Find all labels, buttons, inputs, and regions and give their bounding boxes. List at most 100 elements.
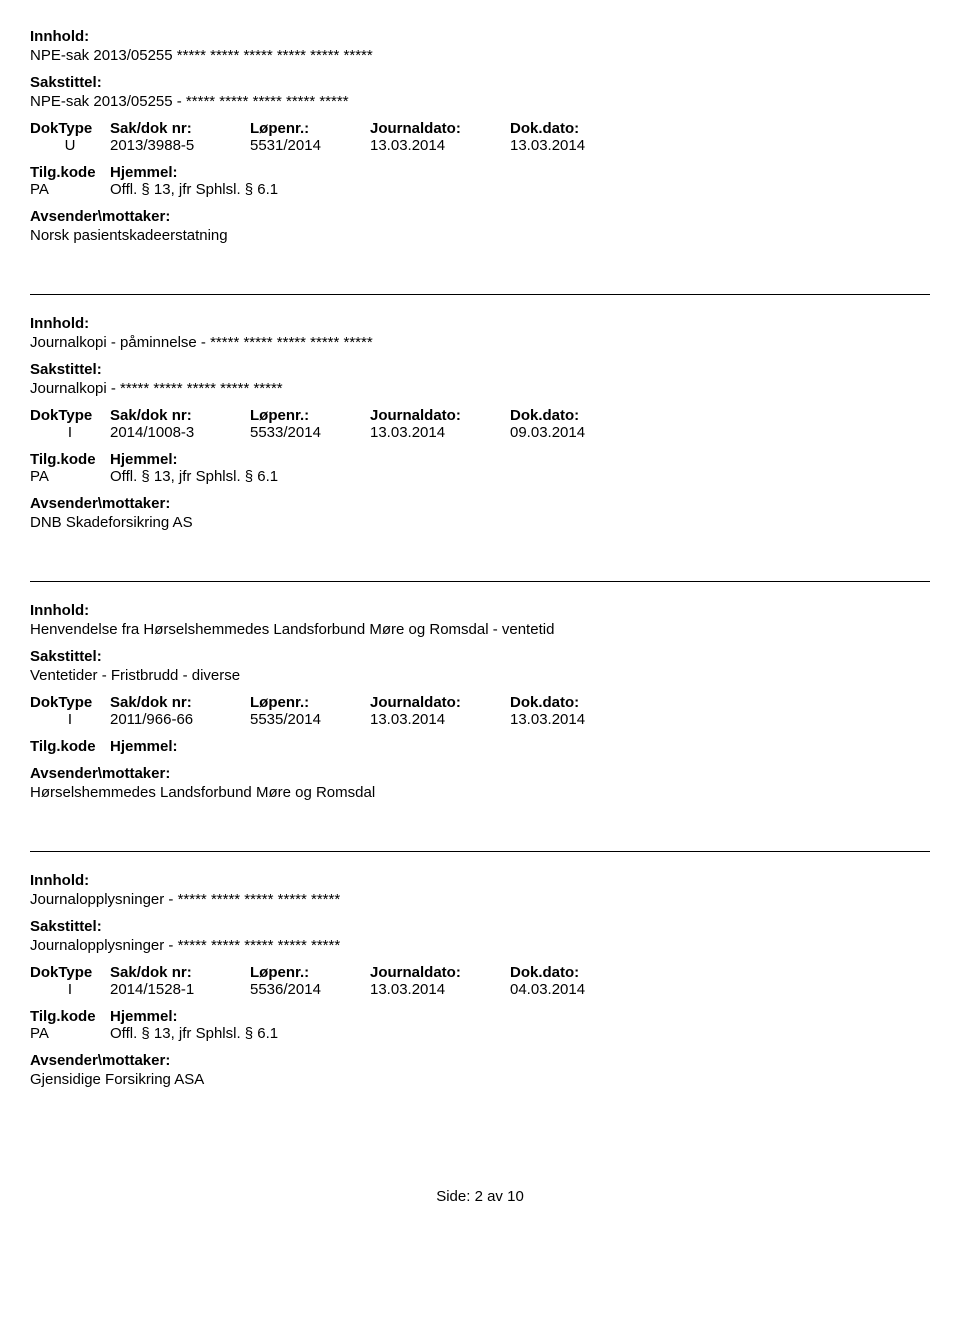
sakdoknr-value: 2014/1008-3 [110, 424, 250, 441]
tilgkode-value: PA [30, 468, 110, 485]
hjemmel-header-row: Tilg.kodeHjemmel: [30, 164, 930, 181]
sakstittel-label: Sakstittel: [30, 648, 930, 665]
innhold-value: Journalkopi - påminnelse - ***** ***** *… [30, 334, 930, 351]
sakdoknr-value: 2011/966-66 [110, 711, 250, 728]
lopenr-label: Løpenr.: [250, 407, 370, 424]
tilgkode-value: PA [30, 181, 110, 198]
avsender-value: Gjensidige Forsikring ASA [30, 1071, 930, 1088]
journal-record: Innhold: Henvendelse fra Hørselshemmedes … [30, 602, 930, 801]
dokdato-label: Dok.dato: [510, 407, 650, 424]
dokdato-label: Dok.dato: [510, 964, 650, 981]
meta-header-row: DokTypeSak/dok nr:Løpenr.:Journaldato:Do… [30, 120, 930, 137]
dokdato-value: 13.03.2014 [510, 711, 650, 728]
meta-header-row: DokTypeSak/dok nr:Løpenr.:Journaldato:Do… [30, 964, 930, 981]
dokdato-label: Dok.dato: [510, 120, 650, 137]
innhold-value: Henvendelse fra Hørselshemmedes Landsfor… [30, 621, 930, 638]
journaldato-label: Journaldato: [370, 964, 510, 981]
meta-value-row: U2013/3988-55531/201413.03.201413.03.201… [30, 137, 930, 154]
hjemmel-header-row: Tilg.kodeHjemmel: [30, 738, 930, 755]
doktype-label: DokType [30, 120, 110, 137]
avsender-label: Avsender\mottaker: [30, 765, 930, 782]
hjemmel-header-row: Tilg.kodeHjemmel: [30, 451, 930, 468]
dokdato-value: 09.03.2014 [510, 424, 650, 441]
doktype-value: I [30, 981, 110, 998]
journaldato-label: Journaldato: [370, 694, 510, 711]
sakdoknr-label: Sak/dok nr: [110, 407, 250, 424]
lopenr-label: Løpenr.: [250, 694, 370, 711]
tilgkode-label: Tilg.kode [30, 1008, 110, 1025]
innhold-label: Innhold: [30, 872, 930, 889]
hjemmel-label: Hjemmel: [110, 164, 930, 181]
tilgkode-value: PA [30, 1025, 110, 1042]
innhold-value: Journalopplysninger - ***** ***** ***** … [30, 891, 930, 908]
tilgkode-label: Tilg.kode [30, 738, 110, 755]
avsender-value: Norsk pasientskadeerstatning [30, 227, 930, 244]
journaldato-value: 13.03.2014 [370, 137, 510, 154]
record-separator [30, 851, 930, 852]
doktype-value: U [30, 137, 110, 154]
innhold-label: Innhold: [30, 315, 930, 332]
doktype-value: I [30, 711, 110, 728]
meta-header-row: DokTypeSak/dok nr:Løpenr.:Journaldato:Do… [30, 407, 930, 424]
hjemmel-label: Hjemmel: [110, 738, 930, 755]
sakdoknr-label: Sak/dok nr: [110, 694, 250, 711]
avsender-value: DNB Skadeforsikring AS [30, 514, 930, 531]
lopenr-label: Løpenr.: [250, 964, 370, 981]
lopenr-value: 5531/2014 [250, 137, 370, 154]
avsender-label: Avsender\mottaker: [30, 495, 930, 512]
meta-value-row: I2014/1528-15536/201413.03.201404.03.201… [30, 981, 930, 998]
journaldato-label: Journaldato: [370, 120, 510, 137]
page-footer: Side: 2 av 10 [30, 1188, 930, 1205]
journal-record: Innhold: Journalopplysninger - ***** ****… [30, 872, 930, 1088]
innhold-label: Innhold: [30, 28, 930, 45]
hjemmel-value: Offl. § 13, jfr Sphlsl. § 6.1 [110, 1025, 930, 1042]
avsender-label: Avsender\mottaker: [30, 1052, 930, 1069]
hjemmel-value-row: PAOffl. § 13, jfr Sphlsl. § 6.1 [30, 181, 930, 198]
dokdato-label: Dok.dato: [510, 694, 650, 711]
lopenr-label: Løpenr.: [250, 120, 370, 137]
hjemmel-label: Hjemmel: [110, 451, 930, 468]
doktype-label: DokType [30, 407, 110, 424]
journaldato-value: 13.03.2014 [370, 424, 510, 441]
innhold-value: NPE-sak 2013/05255 ***** ***** ***** ***… [30, 47, 930, 64]
sakstittel-label: Sakstittel: [30, 918, 930, 935]
doktype-value: I [30, 424, 110, 441]
sakstittel-label: Sakstittel: [30, 74, 930, 91]
avsender-value: Hørselshemmedes Landsforbund Møre og Rom… [30, 784, 930, 801]
hjemmel-value: Offl. § 13, jfr Sphlsl. § 6.1 [110, 468, 930, 485]
hjemmel-value-row: PAOffl. § 13, jfr Sphlsl. § 6.1 [30, 1025, 930, 1042]
dokdato-value: 04.03.2014 [510, 981, 650, 998]
sakdoknr-label: Sak/dok nr: [110, 120, 250, 137]
avsender-label: Avsender\mottaker: [30, 208, 930, 225]
sakstittel-label: Sakstittel: [30, 361, 930, 378]
sakdoknr-value: 2013/3988-5 [110, 137, 250, 154]
meta-value-row: I2014/1008-35533/201413.03.201409.03.201… [30, 424, 930, 441]
journaldato-value: 13.03.2014 [370, 981, 510, 998]
sakdoknr-value: 2014/1528-1 [110, 981, 250, 998]
sakstittel-value: Ventetider - Fristbrudd - diverse [30, 667, 930, 684]
innhold-label: Innhold: [30, 602, 930, 619]
hjemmel-header-row: Tilg.kodeHjemmel: [30, 1008, 930, 1025]
tilgkode-label: Tilg.kode [30, 164, 110, 181]
lopenr-value: 5536/2014 [250, 981, 370, 998]
dokdato-value: 13.03.2014 [510, 137, 650, 154]
meta-value-row: I2011/966-665535/201413.03.201413.03.201… [30, 711, 930, 728]
journaldato-label: Journaldato: [370, 407, 510, 424]
hjemmel-value: Offl. § 13, jfr Sphlsl. § 6.1 [110, 181, 930, 198]
sakdoknr-label: Sak/dok nr: [110, 964, 250, 981]
journal-record: Innhold: NPE-sak 2013/05255 ***** ***** *… [30, 28, 930, 244]
lopenr-value: 5535/2014 [250, 711, 370, 728]
doktype-label: DokType [30, 694, 110, 711]
journal-record: Innhold: Journalkopi - påminnelse - *****… [30, 315, 930, 531]
hjemmel-value-row: PAOffl. § 13, jfr Sphlsl. § 6.1 [30, 468, 930, 485]
sakstittel-value: NPE-sak 2013/05255 - ***** ***** ***** *… [30, 93, 930, 110]
meta-header-row: DokTypeSak/dok nr:Løpenr.:Journaldato:Do… [30, 694, 930, 711]
journaldato-value: 13.03.2014 [370, 711, 510, 728]
doktype-label: DokType [30, 964, 110, 981]
sakstittel-value: Journalkopi - ***** ***** ***** ***** **… [30, 380, 930, 397]
lopenr-value: 5533/2014 [250, 424, 370, 441]
record-separator [30, 581, 930, 582]
tilgkode-label: Tilg.kode [30, 451, 110, 468]
sakstittel-value: Journalopplysninger - ***** ***** ***** … [30, 937, 930, 954]
hjemmel-label: Hjemmel: [110, 1008, 930, 1025]
